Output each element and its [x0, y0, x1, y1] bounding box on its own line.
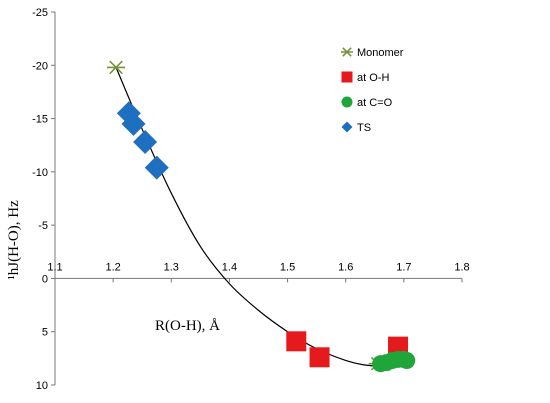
x-tick-label: 1.2 [105, 261, 120, 273]
legend-label-monomer: Monomer [357, 47, 404, 59]
x-tick-label: 1.3 [164, 261, 179, 273]
legend-label-ts: TS [357, 122, 371, 134]
point-at-o-h [309, 347, 330, 368]
x-tick-label: 1.4 [222, 261, 237, 273]
y-tick-label: 10 [36, 380, 48, 392]
x-tick-label: 1.6 [338, 261, 353, 273]
axes: -25 -20 -15 -10 -5 0 5 10 1.1 1.2 1.3 1.4 1.5 1.6 1.7 1… [32, 7, 470, 392]
legend-marker-monomer [341, 47, 353, 57]
data-points [107, 60, 416, 373]
y-axis-label: ¹hJ(H-O), Hz [6, 200, 22, 280]
x-tick-label: 1.5 [280, 261, 295, 273]
y-tick-label: -5 [38, 220, 48, 232]
legend-marker-at-c-o [341, 96, 353, 108]
x-axis-label: R(O-H), Å [155, 318, 220, 334]
legend-marker-at-o-h [341, 71, 353, 83]
point-at-o-h [286, 331, 307, 352]
x-tick-label: 1.7 [396, 261, 411, 273]
point-ts [144, 155, 169, 180]
y-tick-label: 0 [42, 273, 48, 285]
point-ts [133, 130, 158, 155]
y-tick-label: -25 [32, 7, 48, 19]
x-tick-label: 1.8 [454, 261, 469, 273]
point-ts [121, 111, 146, 136]
legend-marker-ts [341, 121, 353, 133]
y-tick-label: -20 [32, 60, 48, 72]
legend: Monomer at O-H at C=O TS [341, 47, 404, 134]
y-tick-label: 5 [42, 327, 48, 339]
y-tick-label: -15 [32, 114, 48, 126]
legend-label-at-c-o: at C=O [357, 97, 393, 109]
point-monomer [107, 60, 126, 75]
x-tick-label: 1.1 [47, 261, 62, 273]
y-tick-label: -10 [32, 167, 48, 179]
legend-label-at-o-h: at O-H [357, 72, 389, 84]
point-at-c-o [398, 351, 416, 369]
